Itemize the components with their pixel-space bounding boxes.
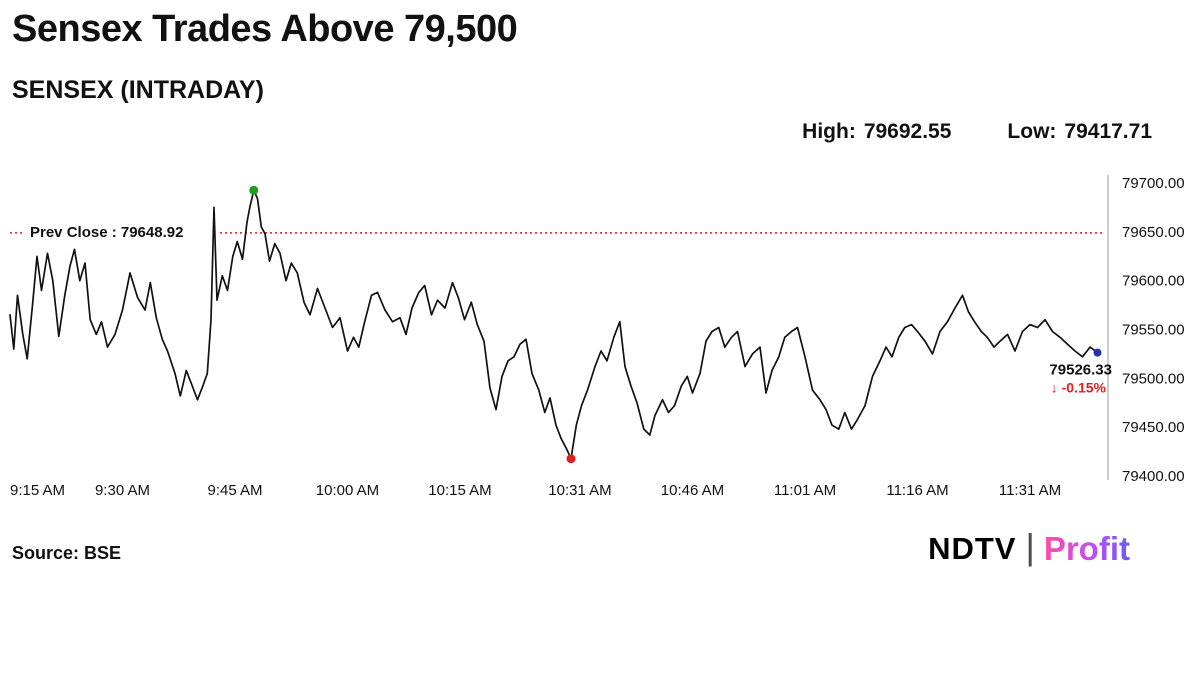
y-axis-tick-label: 79500.00 <box>1122 370 1185 387</box>
logo-separator: | <box>1025 526 1035 567</box>
x-axis-tick-label: 9:45 AM <box>207 482 262 499</box>
prev-close-label: Prev Close : 79648.92 <box>30 224 183 241</box>
high-readout: High: 79692.55 <box>802 120 951 144</box>
y-axis-tick-label: 79600.00 <box>1122 273 1185 290</box>
last-price-marker-dot <box>1093 348 1102 357</box>
ndtv-profit-logo: NDTV | Profit <box>928 526 1130 568</box>
y-axis-tick-label: 79650.00 <box>1122 224 1185 241</box>
profit-logo-text: Profit <box>1043 530 1130 567</box>
x-axis-tick-label: 11:01 AM <box>774 482 836 499</box>
last-price-label: 79526.33 <box>1049 362 1112 379</box>
low-label: Low: <box>1007 120 1057 143</box>
source-label: Source: BSE <box>12 543 122 563</box>
x-axis-tick-label: 10:46 AM <box>661 482 724 499</box>
high-value: 79692.55 <box>863 120 952 143</box>
x-axis-tick-label: 10:00 AM <box>316 482 379 499</box>
x-axis-tick-label: 9:15 AM <box>10 482 65 499</box>
x-axis-tick-label: 10:15 AM <box>428 482 491 499</box>
y-axis-tick-label: 79700.00 <box>1122 175 1185 192</box>
change-percent-label: ↓ -0.15% <box>1051 380 1107 396</box>
x-axis-tick-label: 9:30 AM <box>95 482 150 499</box>
x-axis-tick-label: 11:16 AM <box>886 482 948 499</box>
high-marker-dot <box>249 185 259 195</box>
y-axis-tick-label: 79400.00 <box>1122 468 1185 485</box>
intraday-chart-svg: 79700.00 79650.00 79600.00 79550.00 79500.00… <box>9 175 1185 499</box>
price-line <box>9 189 1099 460</box>
low-marker-dot <box>566 454 576 464</box>
low-readout: Low: 79417.71 <box>1007 120 1152 144</box>
low-value: 79417.71 <box>1064 120 1152 143</box>
page-title: Sensex Trades Above 79,500 <box>12 8 518 50</box>
high-label: High: <box>802 120 856 143</box>
y-axis-tick-label: 79450.00 <box>1122 419 1185 436</box>
x-axis-tick-label: 11:31 AM <box>999 482 1061 499</box>
y-axis-tick-label: 79550.00 <box>1122 322 1185 339</box>
high-low-row: High: 79692.55 Low: 79417.71 <box>802 120 1152 144</box>
chart-subtitle: SENSEX (INTRADAY) <box>12 76 264 104</box>
ndtv-logo-text: NDTV <box>928 531 1017 566</box>
x-axis-tick-label: 10:31 AM <box>548 482 611 499</box>
prev-close-label-bg <box>24 221 218 242</box>
